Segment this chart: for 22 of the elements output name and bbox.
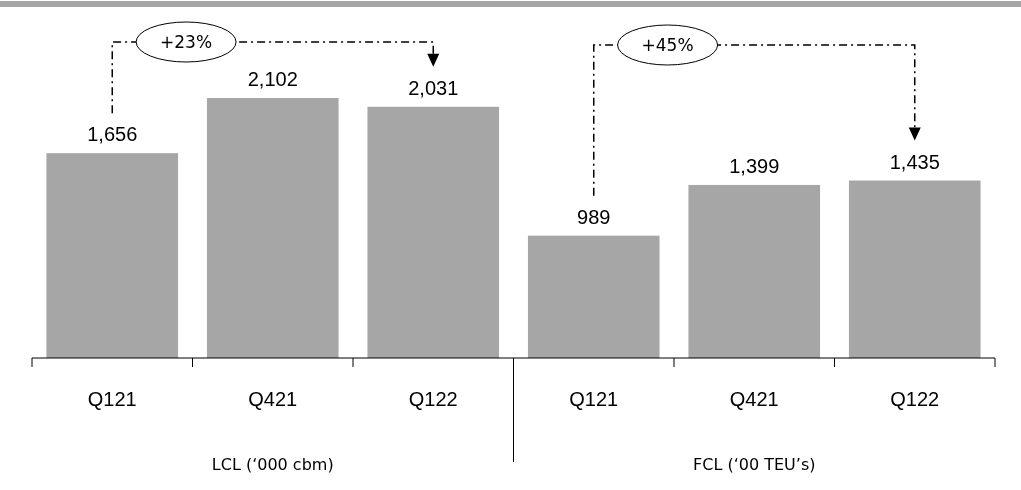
- text: LCL (‘000 cbm): [211, 455, 334, 474]
- bar: [206, 98, 339, 358]
- bar: [688, 184, 821, 358]
- bar: [367, 106, 500, 358]
- data-label: 1,656: [87, 123, 138, 146]
- x-tick-label: Q121: [87, 388, 137, 410]
- data-label: 1,399: [729, 154, 780, 177]
- text: FCL (‘00 TEU’s): [693, 455, 816, 474]
- bar: [46, 153, 179, 358]
- text: +23%: [160, 32, 213, 52]
- text: +45%: [641, 35, 694, 55]
- data-label: 1,435: [889, 150, 940, 173]
- x-tick-label: Q421: [729, 388, 779, 410]
- x-tick-label: Q121: [569, 388, 619, 410]
- x-tick-label: Q421: [248, 388, 298, 410]
- x-tick-label: Q122: [408, 388, 458, 410]
- data-label: 2,031: [408, 76, 459, 99]
- x-tick-label: Q122: [890, 388, 940, 410]
- bar: [527, 235, 660, 358]
- data-label: 989: [577, 205, 611, 228]
- bar: [848, 180, 981, 358]
- data-label: 2,102: [247, 68, 298, 90]
